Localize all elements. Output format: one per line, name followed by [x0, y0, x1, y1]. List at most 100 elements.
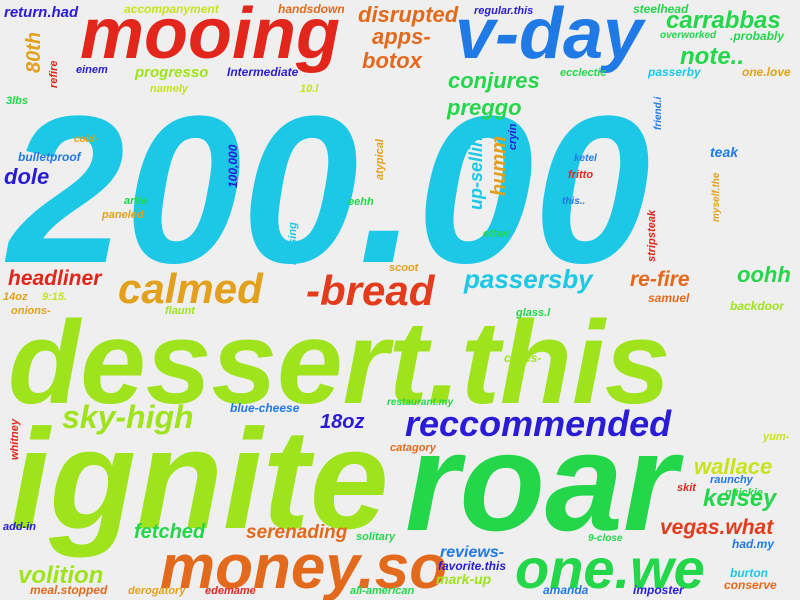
cloud-word: one.love [742, 65, 791, 79]
cloud-word: apps- [372, 24, 431, 49]
cloud-word: imposter [633, 583, 685, 597]
cloud-word: all-american [350, 585, 414, 597]
cloud-word: atypical [374, 138, 386, 180]
cloud-word: add-in [3, 521, 36, 533]
cloud-word: regular.this [474, 5, 533, 17]
cloud-word: 9:15. [42, 291, 67, 303]
cloud-word: friend.i [653, 96, 664, 130]
cloud-word: carrabbas [666, 7, 781, 34]
cloud-word: glass.l [515, 307, 551, 319]
cloud-word: up-selling [466, 125, 486, 210]
cloud-word: ketel [574, 153, 597, 164]
cloud-word: dessert.this [8, 297, 670, 429]
cloud-word: vegas.what [660, 516, 774, 539]
cloud-word: conserve [724, 578, 777, 592]
cloud-word: favorite.this [438, 559, 506, 573]
cloud-word: overworked [660, 30, 717, 41]
cloud-word: disrupted [358, 2, 459, 27]
cloud-word: roar [405, 403, 684, 560]
cloud-word: bulletproof [18, 150, 82, 164]
cloud-word: quickie [725, 487, 763, 499]
cloud-word: cryin [507, 123, 519, 150]
cloud-word: had.my [732, 537, 775, 551]
cloud-word: ecclectic [560, 67, 606, 79]
cloud-word: mark-up [436, 571, 492, 587]
cloud-word: preggo [446, 95, 522, 120]
cloud-word: conjures [448, 68, 540, 93]
cloud-word: whitney [9, 418, 21, 460]
cloud-word: sky-high [62, 399, 194, 435]
cloud-word: cold- [74, 134, 99, 145]
cloud-word: passersby [463, 264, 594, 294]
cloud-word: calmed [118, 265, 264, 312]
cloud-word: 10.l [300, 83, 319, 95]
cloud-word: myself.the [711, 172, 722, 222]
cloud-word: fetched [134, 521, 206, 543]
cloud-word: v-day [455, 0, 647, 74]
cloud-word: handsdown [278, 2, 345, 16]
cloud-word: eehh [348, 196, 374, 208]
cloud-word: backdoor [730, 299, 785, 313]
cloud-word: samuel [648, 291, 690, 305]
cloud-word: botox [362, 48, 423, 73]
cloud-word: edemame [205, 585, 256, 597]
cloud-word: skit [677, 482, 697, 494]
cloud-word: passerby [647, 65, 702, 79]
cloud-word: -bread [306, 267, 436, 314]
cloud-word: re-fire [630, 268, 690, 291]
cloud-word: mooing [80, 0, 340, 74]
cloud-word: 18oz [320, 411, 364, 433]
cloud-word: burton [730, 566, 768, 580]
cloud-word: cakes- [504, 351, 541, 365]
cloud-word: blue-cheese [230, 401, 300, 415]
cloud-word: catagory [390, 442, 437, 454]
cloud-word: oohh [737, 262, 791, 287]
cloud-word: dole [4, 164, 49, 189]
cloud-word: money.so [160, 533, 447, 600]
cloud-word: humm [488, 136, 510, 196]
cloud-word: einem [76, 64, 108, 76]
cloud-word: progresso [134, 64, 208, 81]
cloud-word: stripsteak [646, 209, 658, 262]
cloud-word: artie [124, 195, 147, 207]
cloud-word: reccommended [405, 403, 672, 444]
cloud-word: this.. [562, 196, 585, 207]
cloud-word: 3lbs [6, 95, 28, 107]
cloud-word: solitary [356, 531, 396, 543]
cloud-word: note.. [680, 43, 744, 70]
cloud-word: return.had [4, 4, 79, 21]
cloud-word: derogatory [128, 585, 186, 597]
cloud-word: raunchy [710, 474, 754, 486]
cloud-word: Intermediate [227, 65, 299, 79]
cloud-word: restaurant.my [387, 397, 454, 408]
cloud-word: kelsey [703, 485, 778, 512]
cloud-word: volition [18, 562, 103, 589]
cloud-word: fritto [568, 169, 593, 181]
cloud-word: serenading [246, 522, 348, 543]
cloud-word: reviews- [440, 544, 504, 561]
cloud-word: yum- [762, 431, 790, 443]
cloud-word: 100,000 [226, 144, 240, 188]
cloud-word: namely [150, 83, 189, 95]
cloud-word: amanda [543, 583, 589, 597]
cloud-word: headliner [8, 267, 103, 290]
cloud-word: teak [710, 144, 739, 160]
cloud-word: onions- [11, 305, 51, 317]
cloud-word: steelhead [633, 2, 689, 16]
cloud-word: 9-close [588, 533, 623, 544]
cloud-word: 14oz [3, 291, 28, 303]
cloud-word: 200.00 [4, 72, 650, 307]
cloud-word: wallace [694, 454, 772, 479]
cloud-word: 80th [23, 32, 45, 73]
cloud-word: meal.stopped [30, 583, 108, 597]
cloud-word: paneled [101, 209, 144, 221]
cloud-word: ignite [10, 400, 389, 559]
cloud-word: scoot [389, 262, 420, 274]
cloud-word: one.we [515, 537, 705, 600]
cloud-word: refire [48, 60, 60, 88]
cloud-word: ether [483, 228, 511, 240]
cloud-word: braising [287, 222, 299, 265]
cloud-word: accompanyment [124, 2, 220, 16]
cloud-word: flaunt [165, 305, 196, 317]
